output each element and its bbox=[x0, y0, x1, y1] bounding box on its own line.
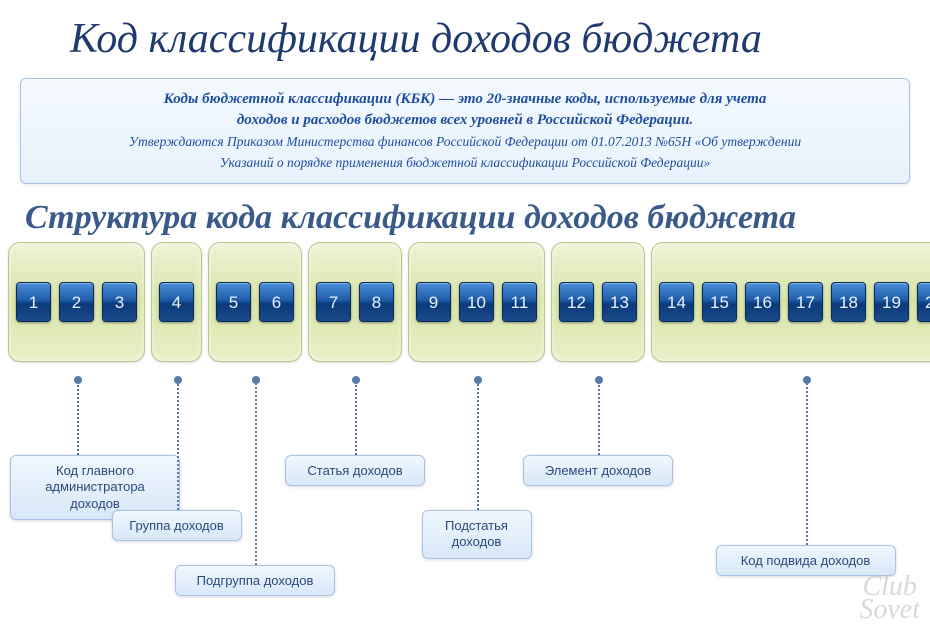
code-strip: 1234567891011121314151617181920 bbox=[8, 242, 922, 372]
connector-line bbox=[477, 380, 479, 510]
code-cell-4: 4 bbox=[159, 282, 194, 322]
code-cell-11: 11 bbox=[502, 282, 537, 322]
code-cell-12: 12 bbox=[559, 282, 594, 322]
code-cell-15: 15 bbox=[702, 282, 737, 322]
lab3: Подгруппа доходов bbox=[175, 565, 335, 596]
code-cell-3: 3 bbox=[102, 282, 137, 322]
connector-line bbox=[177, 380, 179, 510]
info-line-4: Указаний о порядке применения бюджетной … bbox=[41, 154, 889, 173]
connector-line bbox=[355, 380, 357, 455]
code-cell-9: 9 bbox=[416, 282, 451, 322]
lab5: Подстатья доходов bbox=[422, 510, 532, 559]
lab2: Группа доходов bbox=[112, 510, 242, 541]
code-cell-5: 5 bbox=[216, 282, 251, 322]
code-cell-6: 6 bbox=[259, 282, 294, 322]
code-cell-10: 10 bbox=[459, 282, 494, 322]
connector-line bbox=[598, 380, 600, 455]
info-panel: Коды бюджетной классификации (КБК) — это… bbox=[20, 78, 910, 184]
page-title: Код классификации доходов бюджета bbox=[0, 0, 930, 73]
code-cell-18: 18 bbox=[831, 282, 866, 322]
lab4: Статья доходов bbox=[285, 455, 425, 486]
connector-line bbox=[77, 380, 79, 455]
info-line-2: доходов и расходов бюджетов всех уровней… bbox=[41, 110, 889, 131]
code-cell-19: 19 bbox=[874, 282, 909, 322]
code-cell-7: 7 bbox=[316, 282, 351, 322]
code-cell-20: 20 bbox=[917, 282, 930, 322]
code-cell-1: 1 bbox=[16, 282, 51, 322]
info-line-3: Утверждаются Приказом Министерства финан… bbox=[41, 133, 889, 152]
section-title: Структура кода классификации доходов бюд… bbox=[0, 194, 930, 242]
connector-line bbox=[806, 380, 808, 545]
code-cell-17: 17 bbox=[788, 282, 823, 322]
connector-line bbox=[255, 380, 257, 565]
code-cell-8: 8 bbox=[359, 282, 394, 322]
code-cell-14: 14 bbox=[659, 282, 694, 322]
code-cell-2: 2 bbox=[59, 282, 94, 322]
watermark: Club Sovet bbox=[859, 576, 920, 621]
lab6: Элемент доходов bbox=[523, 455, 673, 486]
info-line-1: Коды бюджетной классификации (КБК) — это… bbox=[41, 89, 889, 110]
watermark-l2: Sovet bbox=[859, 599, 920, 621]
code-cell-16: 16 bbox=[745, 282, 780, 322]
code-cell-13: 13 bbox=[602, 282, 637, 322]
